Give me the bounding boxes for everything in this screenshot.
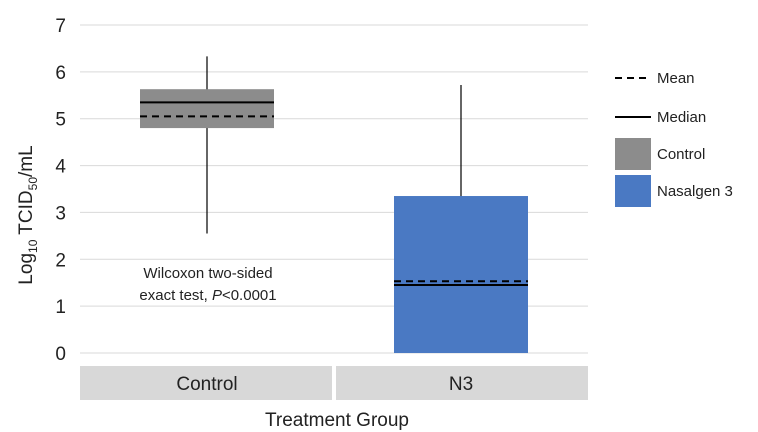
legend-swatch: [615, 138, 651, 170]
x-tick-label: N3: [449, 374, 473, 395]
x-tick-label: Control: [176, 374, 237, 395]
legend-label: Median: [657, 109, 706, 126]
legend-item-mean: Mean: [615, 70, 695, 87]
x-axis-title: Treatment Group: [265, 410, 409, 431]
x-category-bands: Control N3: [80, 366, 588, 400]
annotation-line-2: exact test, P<0.0001: [139, 287, 276, 304]
boxes: [140, 56, 528, 353]
legend-swatch: [615, 175, 651, 207]
annotation-line-1: Wilcoxon two-sided: [143, 265, 272, 282]
legend: Mean Median Control Nasalgen 3: [615, 70, 733, 207]
legend-label: Nasalgen 3: [657, 183, 733, 200]
y-tick-label: 7: [55, 16, 66, 37]
box-body: [394, 196, 528, 353]
box-n3: [394, 84, 528, 353]
box-body: [140, 89, 274, 129]
category-band: [336, 366, 588, 400]
y-tick-label: 2: [55, 250, 66, 271]
y-tick-label: 1: [55, 297, 66, 318]
y-tick-label: 0: [55, 344, 66, 365]
legend-item-nasalgen-3: Nasalgen 3: [615, 175, 733, 207]
y-tick-label: 5: [55, 110, 66, 131]
stat-annotation: Wilcoxon two-sided exact test, P<0.0001: [139, 265, 276, 304]
y-axis-title: Log10 TCID50/mL: [16, 145, 40, 284]
y-tick-label: 3: [55, 203, 66, 224]
category-band: [80, 366, 332, 400]
legend-label: Control: [657, 146, 705, 163]
y-tick-label: 6: [55, 63, 66, 84]
box-control: [140, 56, 274, 234]
y-axis-title-subscript-1: 10: [26, 239, 40, 253]
legend-label: Mean: [657, 70, 695, 87]
legend-item-control: Control: [615, 138, 705, 170]
y-tick-labels: 0 1 2 3 4 5 6 7: [55, 16, 66, 365]
y-tick-label: 4: [55, 157, 66, 178]
y-axis-title-subscript-2: 50: [26, 177, 40, 191]
legend-item-median: Median: [615, 109, 706, 126]
